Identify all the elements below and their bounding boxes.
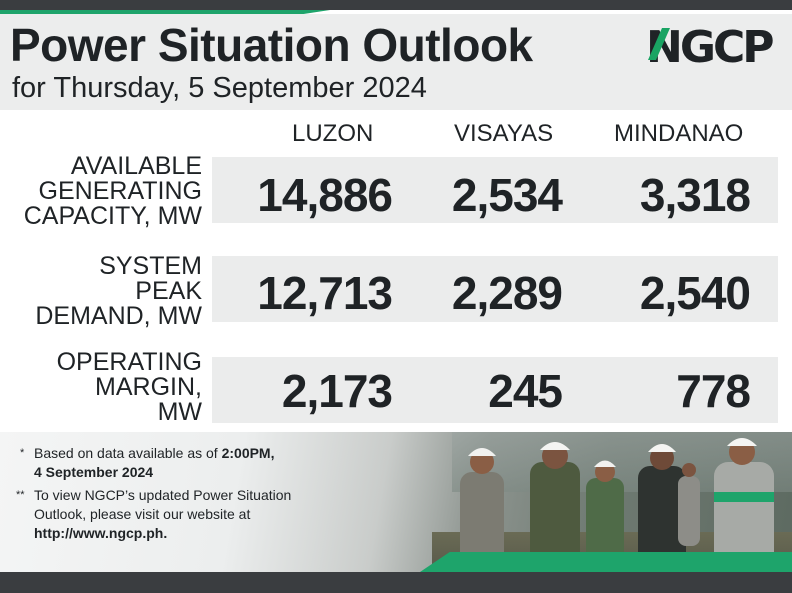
value-mindanao-available-capacity: 3,318	[639, 169, 751, 221]
value-luzon-peak-demand: 12,713	[257, 267, 393, 319]
row-band-operating-margin	[212, 357, 778, 423]
worker-1	[460, 448, 504, 572]
column-header-visayas: VISAYAS	[454, 120, 554, 147]
value-mindanao-operating-margin: 778	[676, 365, 751, 417]
value-visayas-operating-margin: 245	[488, 365, 563, 417]
top-accent-stripe	[0, 10, 330, 14]
value-mindanao-peak-demand: 2,540	[639, 267, 751, 319]
row-band-peak-demand	[212, 256, 778, 322]
footnote-1-date: 4 September 2024	[34, 464, 154, 480]
page-subtitle: for Thursday, 5 September 2024	[12, 72, 427, 104]
worker-2	[530, 442, 580, 572]
row-band-available-capacity	[212, 157, 778, 223]
footnote-marker-1: *	[20, 447, 25, 459]
page-title: Power Situation Outlook	[10, 19, 533, 71]
footnote-data-time: * Based on data available as of 2:00PM, …	[20, 444, 275, 482]
footnote-1-time: 2:00PM,	[221, 445, 275, 461]
linemen-crew-photo	[460, 438, 774, 572]
worker-5	[678, 463, 700, 546]
row-label-available-capacity: AVAILABLE GENERATING CAPACITY, MW	[23, 152, 202, 230]
ngcp-logo-icon: NGCP	[646, 22, 776, 72]
footnote-1-text: Based on data available as of	[34, 445, 222, 461]
row-label-operating-margin: OPERATING MARGIN, MW	[56, 348, 202, 426]
row-label-peak-demand: SYSTEM PEAK DEMAND, MW	[35, 252, 202, 330]
worker-4	[638, 444, 686, 572]
footer-photo-area: * Based on data available as of 2:00PM, …	[0, 432, 792, 572]
column-header-mindanao: MINDANAO	[614, 120, 744, 147]
ngcp-logo: NGCP	[646, 20, 782, 72]
bottom-bar	[0, 572, 792, 593]
bottom-accent-stripe	[420, 552, 792, 572]
value-luzon-operating-margin: 2,173	[281, 365, 393, 417]
footnote-2-line1: To view NGCP’s updated Power Situation	[34, 487, 292, 503]
value-visayas-peak-demand: 2,289	[451, 267, 563, 319]
website-link[interactable]: http://www.ngcp.ph.	[34, 525, 168, 541]
top-bar	[0, 0, 792, 10]
footnote-2-line2: Outlook, please visit our website at	[34, 506, 251, 522]
header: Power Situation Outlook for Thursday, 5 …	[0, 14, 792, 110]
worker-6	[714, 438, 774, 572]
value-luzon-available-capacity: 14,886	[257, 169, 393, 221]
value-visayas-available-capacity: 2,534	[451, 169, 563, 221]
footnote-website: ** To view NGCP’s updated Power Situatio…	[16, 486, 292, 543]
footnote-marker-2: **	[16, 489, 25, 501]
column-header-luzon: LUZON	[292, 120, 374, 147]
worker-3	[586, 460, 624, 572]
